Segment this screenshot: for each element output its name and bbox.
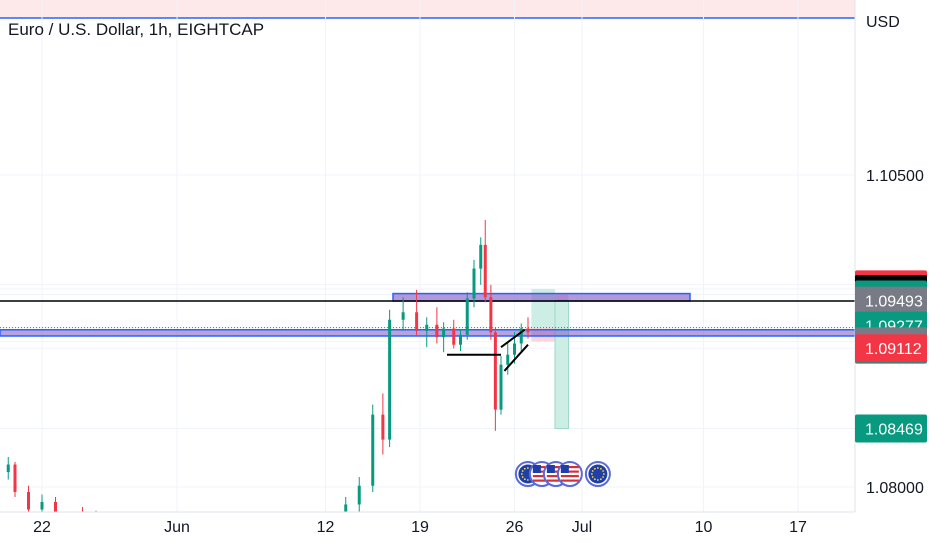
candle-body xyxy=(54,501,57,512)
candle-body xyxy=(425,324,429,331)
currency-label: USD xyxy=(866,14,900,31)
flag-lower-trendline[interactable] xyxy=(503,344,529,372)
candle xyxy=(68,514,71,543)
candle-body xyxy=(472,268,476,299)
supply-zone[interactable] xyxy=(392,292,691,302)
candle-body xyxy=(40,501,44,510)
price-label-tag: 1.09493 xyxy=(855,286,927,315)
candle xyxy=(401,297,405,331)
chart-title: Euro / U.S. Dollar, 1h, EIGHTCAP xyxy=(8,20,265,39)
candle-body xyxy=(452,328,456,345)
candle-body xyxy=(27,491,30,510)
candle-body xyxy=(499,364,503,410)
time-tick-label: 22 xyxy=(33,519,51,536)
candle xyxy=(506,342,510,375)
candle xyxy=(489,284,493,340)
time-tick-label: 17 xyxy=(789,519,807,536)
candle-body xyxy=(459,334,462,345)
price-label-background xyxy=(855,286,927,315)
top-zone-band xyxy=(0,0,855,18)
price-tick-label: 1.08000 xyxy=(866,480,924,497)
candle-body xyxy=(388,319,392,440)
time-tick-label: 10 xyxy=(695,519,713,536)
price-label-value: 1.08469 xyxy=(865,421,923,438)
candle xyxy=(435,307,439,344)
candle-body xyxy=(519,328,523,344)
price-label-background xyxy=(855,334,927,363)
candle xyxy=(40,494,44,512)
candle-body xyxy=(68,518,71,527)
time-tick-label: 26 xyxy=(506,519,524,536)
candle xyxy=(344,496,348,512)
candle-body xyxy=(344,504,348,512)
candle-body xyxy=(381,414,385,440)
candle-body xyxy=(513,343,516,355)
candle-body xyxy=(371,414,375,486)
candle-body xyxy=(435,324,439,338)
candle xyxy=(442,322,446,353)
time-tick-label: 19 xyxy=(411,519,429,536)
candle-body xyxy=(95,513,98,539)
candle-body xyxy=(493,332,497,410)
us-flag-icon[interactable] xyxy=(556,461,583,487)
candle xyxy=(6,457,10,480)
candle-body xyxy=(506,354,510,365)
price-tick-label: 1.10500 xyxy=(866,168,924,185)
candle-body xyxy=(489,297,493,333)
candle-body xyxy=(442,328,446,338)
eu-flag-icon[interactable] xyxy=(584,461,611,487)
candle xyxy=(415,289,419,336)
candle xyxy=(54,496,57,512)
price-label-tag: 1.09112 xyxy=(855,334,927,363)
candle xyxy=(357,477,361,512)
price-label-value: 1.09493 xyxy=(865,294,923,311)
candle xyxy=(519,323,523,351)
candle xyxy=(493,327,497,431)
candle xyxy=(95,510,98,539)
candle xyxy=(483,219,487,303)
candle xyxy=(465,292,469,340)
candle xyxy=(459,329,462,351)
candle xyxy=(499,355,503,415)
candle xyxy=(472,259,476,308)
candle-body xyxy=(357,485,361,505)
candle xyxy=(13,462,17,497)
time-tick-label: Jun xyxy=(164,519,190,536)
candle-body xyxy=(13,464,17,492)
candle-body xyxy=(465,298,469,335)
time-tick-label: 12 xyxy=(317,519,335,536)
candle xyxy=(371,404,375,492)
candle xyxy=(81,506,84,539)
candle-body xyxy=(81,518,84,539)
short-position-profit-zone[interactable] xyxy=(554,300,569,429)
flag-upper-trendline[interactable] xyxy=(500,328,526,349)
candle xyxy=(452,319,456,349)
price-label-background xyxy=(855,414,927,443)
time-tick-label: Jul xyxy=(572,519,592,536)
price-label-tag: 1.08469 xyxy=(855,414,927,443)
candle-body xyxy=(6,464,10,473)
candle xyxy=(425,317,429,348)
candle xyxy=(388,309,392,448)
candle-body xyxy=(483,244,487,298)
candle-body xyxy=(479,244,483,269)
candle xyxy=(526,317,530,339)
candle-body xyxy=(526,328,530,333)
candle-body xyxy=(401,312,405,320)
candle xyxy=(479,237,483,285)
price-label-value: 1.09112 xyxy=(865,341,922,358)
candle xyxy=(381,393,385,455)
candle-body xyxy=(415,312,419,331)
